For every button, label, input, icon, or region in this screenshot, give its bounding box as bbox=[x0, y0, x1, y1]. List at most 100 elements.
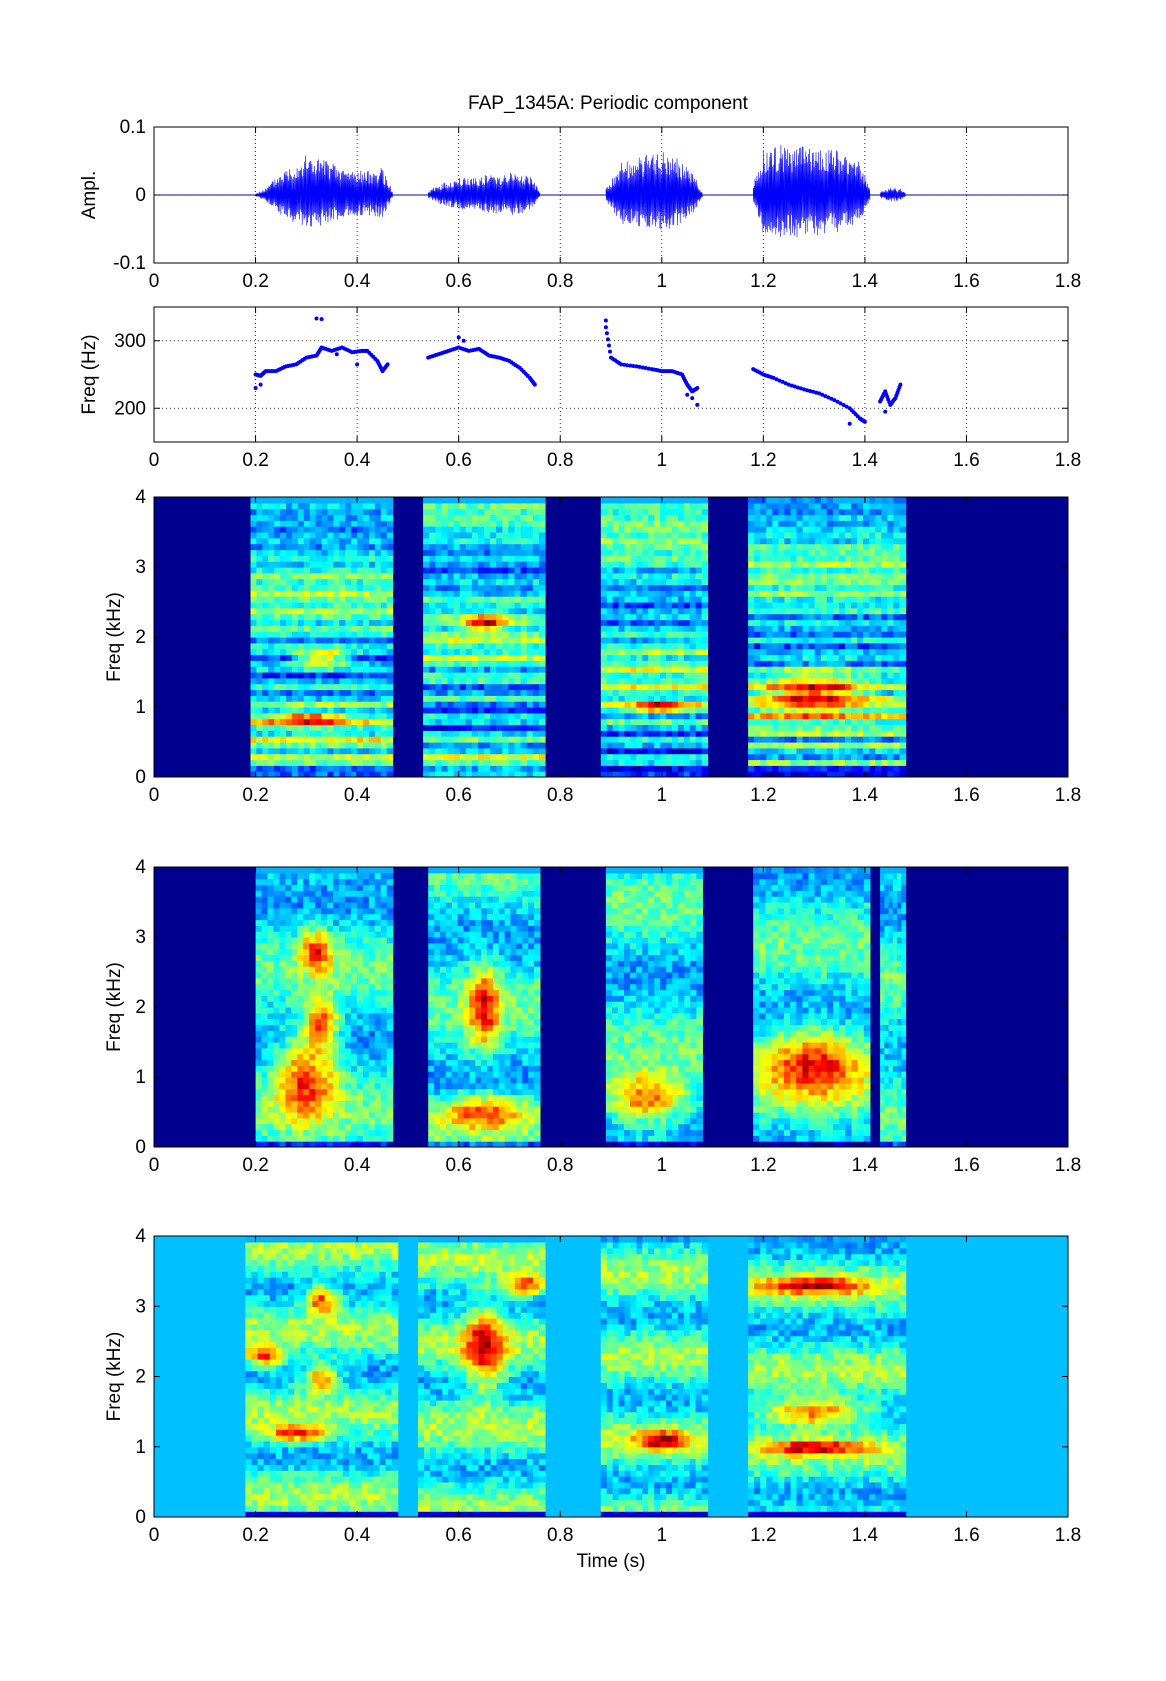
spectrogram-cell bbox=[899, 736, 907, 743]
spectrogram-cell bbox=[274, 584, 281, 591]
spectrogram-cell bbox=[695, 561, 703, 568]
spectrogram-cell bbox=[671, 759, 679, 766]
spectrogram-cell bbox=[274, 578, 281, 586]
spectrogram-cell bbox=[356, 1123, 364, 1131]
spectrogram-cell bbox=[315, 1141, 322, 1147]
spectrogram-cell bbox=[490, 497, 497, 504]
spectrogram-cell bbox=[459, 549, 467, 556]
spectrogram-cell bbox=[520, 730, 528, 737]
spectrogram-cell bbox=[754, 660, 761, 667]
spectrogram-cell bbox=[695, 631, 703, 638]
spectrogram-cell bbox=[286, 683, 293, 691]
spectrogram-cell bbox=[351, 596, 358, 603]
spectrogram-cell bbox=[459, 596, 467, 603]
spectrogram-cell bbox=[677, 631, 685, 638]
spectrogram-cell bbox=[321, 572, 329, 580]
spectrogram-cell bbox=[268, 736, 275, 743]
spectrogram-cell bbox=[321, 1094, 328, 1101]
spectrogram-cell bbox=[471, 730, 479, 737]
spectrogram-cell bbox=[386, 1135, 394, 1142]
spectrogram-cell bbox=[778, 707, 786, 714]
spectrogram-cell bbox=[386, 1129, 394, 1136]
spectrogram-cell bbox=[887, 502, 894, 510]
y-tick-label: 1 bbox=[135, 697, 146, 718]
spectrogram-cell bbox=[274, 532, 281, 539]
spectrogram-cell bbox=[790, 724, 798, 731]
spectrogram-cell bbox=[695, 543, 703, 551]
spectrogram-cell bbox=[845, 578, 852, 586]
spectrogram-cell bbox=[671, 578, 679, 586]
spectrogram-cell bbox=[677, 648, 685, 656]
spectrogram-cell bbox=[814, 724, 822, 731]
spectrogram-cell bbox=[648, 625, 655, 632]
spectrogram-cell bbox=[496, 730, 503, 737]
spectrogram-cell bbox=[496, 695, 503, 702]
spectrogram-cell bbox=[369, 543, 376, 551]
spectrogram-cell bbox=[802, 625, 810, 632]
spectrogram-cell bbox=[624, 771, 631, 777]
spectrogram-cell bbox=[333, 1112, 340, 1119]
spectrogram-cell bbox=[339, 1112, 346, 1119]
spectrogram-cell bbox=[357, 619, 364, 626]
spectrogram-cell bbox=[612, 736, 620, 743]
spectrogram-cell bbox=[380, 660, 388, 667]
spectrogram-cell bbox=[677, 753, 685, 761]
spectrogram-cell bbox=[826, 759, 834, 766]
spectrogram-cell bbox=[642, 642, 649, 650]
spectrogram-cell bbox=[689, 672, 697, 679]
spectrogram-cell bbox=[291, 1077, 298, 1084]
spectrogram-cell bbox=[280, 730, 287, 737]
spectrogram-cell bbox=[286, 532, 293, 539]
spectrogram-cell bbox=[286, 561, 293, 568]
spectrogram-cell bbox=[618, 683, 626, 691]
spectrogram-cell bbox=[520, 672, 528, 679]
spectrogram-cell bbox=[327, 1129, 334, 1136]
spectrogram-cell bbox=[863, 660, 870, 667]
spectrogram-cell bbox=[532, 584, 540, 591]
spectrogram-cell bbox=[766, 747, 773, 755]
spectrogram-cell bbox=[484, 631, 491, 638]
spectrogram-cell bbox=[357, 584, 364, 591]
spectrogram-cell bbox=[315, 689, 323, 696]
spectrogram-cell bbox=[380, 596, 388, 603]
spectrogram-cell bbox=[357, 677, 364, 685]
spectrogram-cell bbox=[826, 771, 834, 777]
x-tick-label: 0.8 bbox=[547, 450, 573, 471]
spectrogram-cell bbox=[881, 619, 888, 626]
spectrogram-cell bbox=[857, 613, 864, 621]
spectrogram-cell bbox=[869, 607, 876, 615]
spectrogram-cell bbox=[297, 1100, 304, 1107]
spectrogram-cell bbox=[280, 567, 287, 574]
spectrogram-cell bbox=[262, 508, 269, 516]
spectrogram-cell bbox=[881, 759, 888, 766]
spectrogram-cell bbox=[538, 584, 546, 591]
spectrogram-cell bbox=[772, 619, 779, 626]
spectrogram-cell bbox=[851, 724, 858, 731]
spectrogram-cell bbox=[321, 549, 329, 556]
spectrogram-cell bbox=[778, 742, 786, 749]
spectrogram-cell bbox=[826, 607, 834, 615]
spectrogram-cell bbox=[291, 514, 299, 521]
spectrogram-cell bbox=[356, 1112, 364, 1119]
spectrogram-cell bbox=[423, 742, 430, 749]
spectrogram-cell bbox=[363, 508, 370, 516]
spectrogram-cell bbox=[814, 666, 822, 673]
spectrogram-cell bbox=[423, 555, 430, 562]
spectrogram-cell bbox=[471, 549, 479, 556]
spectrogram-cell bbox=[808, 707, 816, 714]
spectrogram-cell bbox=[496, 543, 503, 551]
spectrogram-cell bbox=[423, 543, 430, 551]
spectrogram-cell bbox=[471, 683, 479, 691]
spectrogram-cell bbox=[255, 1082, 263, 1090]
spectrogram-cell bbox=[899, 771, 907, 777]
spectrogram-cell bbox=[502, 666, 509, 673]
spectrogram-cell bbox=[459, 677, 467, 685]
spectrogram-cell bbox=[459, 625, 467, 632]
spectrogram-cell bbox=[790, 572, 798, 580]
spectrogram-cell bbox=[508, 666, 516, 673]
spectrogram-cell bbox=[297, 1141, 304, 1147]
spectrogram-cell bbox=[899, 508, 907, 516]
spectrogram-cell bbox=[362, 1082, 370, 1090]
spectrogram-cell bbox=[502, 590, 509, 597]
spectrogram-cell bbox=[893, 613, 901, 621]
